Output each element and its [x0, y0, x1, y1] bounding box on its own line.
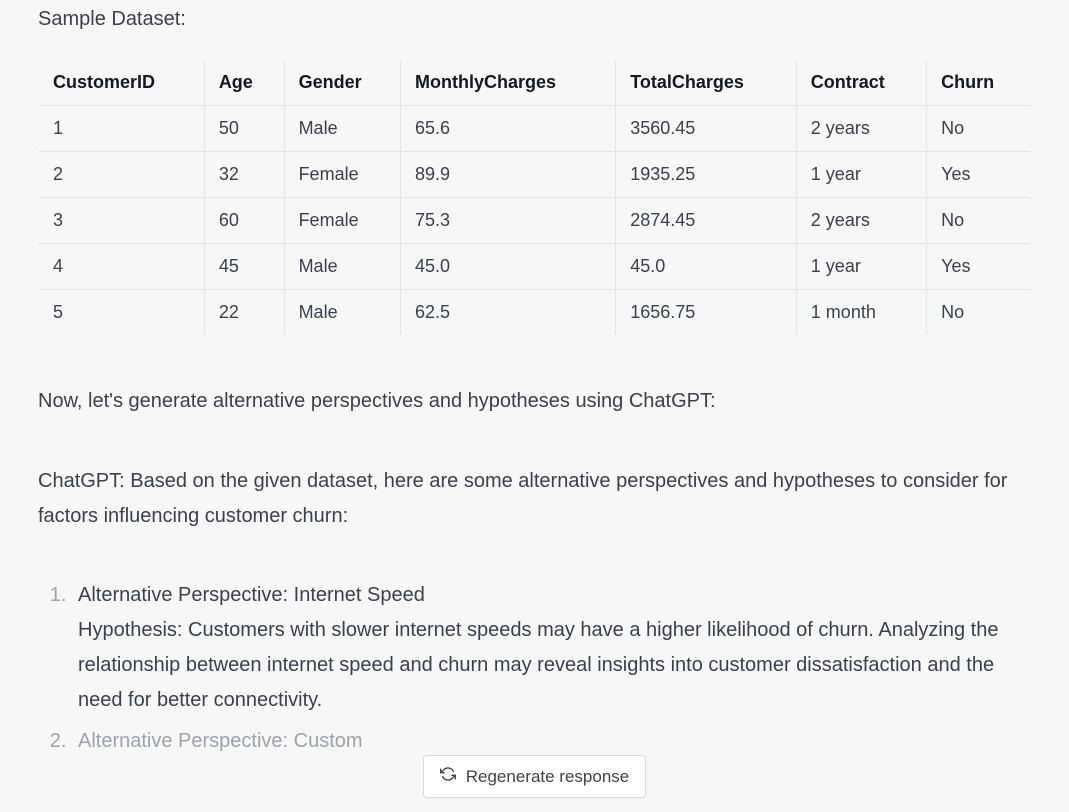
cell: Male [284, 106, 400, 152]
cell: 2 years [796, 198, 926, 244]
cell: 75.3 [401, 198, 616, 244]
col-churn: Churn [927, 60, 1031, 106]
table-row: 1 50 Male 65.6 3560.45 2 years No [39, 106, 1031, 152]
cell: 45.0 [616, 244, 797, 290]
cell: Male [284, 244, 400, 290]
cell: Yes [927, 244, 1031, 290]
list-item: Alternative Perspective: Custom [72, 724, 1031, 759]
table-row: 3 60 Female 75.3 2874.45 2 years No [39, 198, 1031, 244]
cell: 45.0 [401, 244, 616, 290]
cell: 89.9 [401, 152, 616, 198]
table-header-row: CustomerID Age Gender MonthlyCharges Tot… [39, 60, 1031, 106]
list-item-body: Hypothesis: Customers with slower intern… [78, 619, 998, 711]
regenerate-button[interactable]: Regenerate response [423, 755, 647, 798]
refresh-icon [440, 766, 456, 787]
cell: 1656.75 [616, 290, 797, 336]
regenerate-container: Regenerate response [0, 755, 1069, 798]
cell: 45 [204, 244, 284, 290]
cell: 1 month [796, 290, 926, 336]
cell: 2 [39, 152, 205, 198]
regenerate-label: Regenerate response [466, 767, 630, 787]
cell: 22 [204, 290, 284, 336]
list-item-title-partial: Alternative Perspective: Custom [78, 730, 363, 752]
cell: Yes [927, 152, 1031, 198]
cell: No [927, 198, 1031, 244]
col-age: Age [204, 60, 284, 106]
col-monthlycharges: MonthlyCharges [401, 60, 616, 106]
list-item-title: Alternative Perspective: Internet Speed [78, 584, 425, 606]
table-row: 4 45 Male 45.0 45.0 1 year Yes [39, 244, 1031, 290]
cell: 3 [39, 198, 205, 244]
table-row: 2 32 Female 89.9 1935.25 1 year Yes [39, 152, 1031, 198]
cell: 2874.45 [616, 198, 797, 244]
col-contract: Contract [796, 60, 926, 106]
alternatives-list: Alternative Perspective: Internet Speed … [38, 578, 1031, 759]
cell: Female [284, 198, 400, 244]
cell: 3560.45 [616, 106, 797, 152]
cell: 62.5 [401, 290, 616, 336]
cell: 50 [204, 106, 284, 152]
cell: No [927, 106, 1031, 152]
cell: 1 year [796, 152, 926, 198]
section-heading: Sample Dataset: [38, 8, 1031, 31]
chat-message: Sample Dataset: CustomerID Age Gender Mo… [0, 0, 1069, 759]
cell: No [927, 290, 1031, 336]
cell: 1 year [796, 244, 926, 290]
col-totalcharges: TotalCharges [616, 60, 797, 106]
cell: 1935.25 [616, 152, 797, 198]
intro-paragraph: Now, let's generate alternative perspect… [38, 384, 1031, 418]
table-body: 1 50 Male 65.6 3560.45 2 years No 2 32 F… [39, 106, 1031, 336]
cell: 60 [204, 198, 284, 244]
cell: 1 [39, 106, 205, 152]
cell: 32 [204, 152, 284, 198]
table-row: 5 22 Male 62.5 1656.75 1 month No [39, 290, 1031, 336]
cell: 2 years [796, 106, 926, 152]
col-customerid: CustomerID [39, 60, 205, 106]
chatgpt-paragraph: ChatGPT: Based on the given dataset, her… [38, 464, 1031, 534]
dataset-table: CustomerID Age Gender MonthlyCharges Tot… [38, 59, 1031, 336]
cell: Male [284, 290, 400, 336]
list-item: Alternative Perspective: Internet Speed … [72, 578, 1031, 718]
col-gender: Gender [284, 60, 400, 106]
cell: 5 [39, 290, 205, 336]
cell: 65.6 [401, 106, 616, 152]
cell: Female [284, 152, 400, 198]
cell: 4 [39, 244, 205, 290]
